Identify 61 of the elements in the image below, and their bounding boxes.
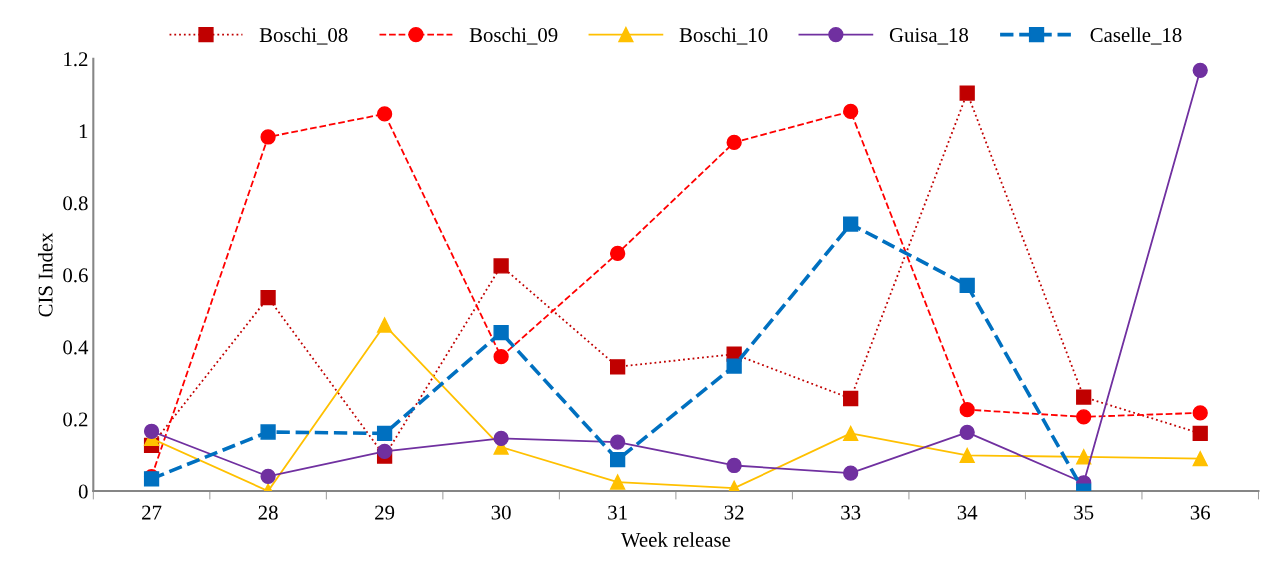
point (260, 468, 276, 484)
legend-label: Boschi_10 (679, 27, 768, 45)
y-tick-label: 1.2 (64, 52, 88, 67)
point (609, 474, 626, 490)
x-tick-label: 32 (724, 505, 744, 520)
y-tick-label: 1 (79, 124, 88, 139)
x-tick-label: 31 (608, 505, 627, 520)
legend-label: Caselle_18 (1090, 27, 1182, 45)
point (143, 423, 160, 439)
point (609, 434, 626, 450)
point (609, 452, 626, 468)
point (843, 390, 859, 407)
legend-label: Boschi_09 (469, 27, 558, 45)
y-tick-label: 0.8 (63, 196, 88, 211)
x-tick-label: 27 (142, 505, 162, 520)
point (1076, 409, 1092, 425)
point (1192, 425, 1208, 442)
legend-label: Guisa_18 (889, 28, 969, 45)
x-axis-title: Week release (620, 532, 731, 547)
point (843, 216, 859, 232)
y-tick-label: 0.4 (63, 340, 89, 355)
x-tick-label: 35 (1074, 505, 1094, 520)
x-tick-label: 28 (258, 505, 278, 520)
x-tick-label: 34 (957, 505, 978, 520)
point (376, 443, 393, 460)
point (376, 106, 393, 122)
y-axis-title: CIS Index (37, 232, 53, 317)
x-tick-label: 29 (375, 505, 395, 520)
point (260, 289, 276, 306)
y-tick-label: 0.2 (63, 412, 88, 427)
point (493, 430, 509, 447)
x-tick-label: 36 (1190, 505, 1211, 520)
point (959, 277, 975, 294)
point (260, 424, 276, 440)
point (959, 402, 975, 418)
point (726, 358, 742, 374)
point (493, 324, 509, 341)
y-tick-label: 0.6 (63, 268, 88, 283)
point (376, 425, 393, 442)
point (959, 424, 975, 440)
point (260, 129, 276, 145)
point (376, 317, 393, 333)
point (1192, 62, 1208, 78)
point (609, 245, 626, 261)
legend-label: Boschi_08 (259, 27, 348, 45)
point (959, 447, 975, 464)
point (493, 258, 509, 274)
x-tick-label: 33 (841, 505, 861, 520)
point (959, 85, 975, 101)
point (609, 359, 626, 375)
point (1192, 405, 1208, 421)
point (726, 457, 742, 474)
x-tick-label: 30 (491, 505, 511, 520)
point (726, 134, 742, 151)
point (843, 103, 859, 120)
y-tick-label: 0 (78, 484, 88, 499)
point (493, 349, 509, 365)
point (843, 425, 859, 442)
point (843, 465, 859, 481)
point (1192, 451, 1208, 467)
point (1076, 389, 1092, 405)
